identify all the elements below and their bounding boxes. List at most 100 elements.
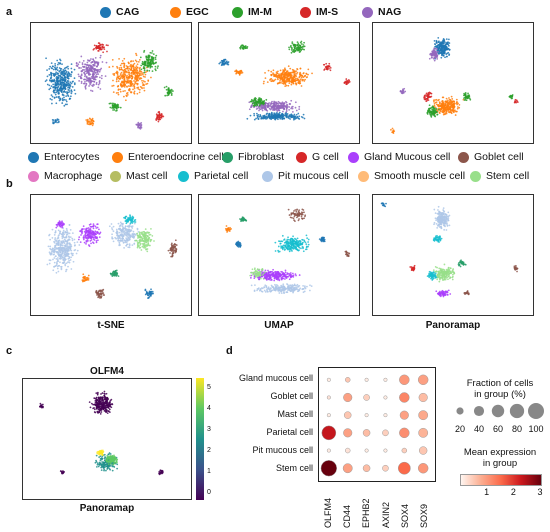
- dotplot-dot: [364, 413, 369, 418]
- dotplot-col-label: OLFM4: [323, 497, 333, 528]
- dotplot-dot: [382, 464, 389, 472]
- legend-b-label: Stem cell: [486, 170, 530, 182]
- dotplot-row-label: Gland mucous cell: [238, 373, 313, 383]
- legend-dot-icon: [28, 151, 39, 163]
- legend-dot-icon: [458, 151, 469, 163]
- legend-dot-icon: [28, 170, 39, 182]
- legend-b-label: Macrophage: [44, 170, 103, 182]
- legend-dot-icon: [470, 170, 481, 182]
- dotplot-dot: [418, 392, 428, 403]
- dotplot-dot: [382, 429, 389, 437]
- dotplot-dot: [326, 395, 331, 400]
- colorbar-tick: 0: [207, 489, 211, 496]
- dotplot-dot: [401, 447, 408, 454]
- legend-a-item: EGC: [170, 6, 209, 18]
- size-legend-title: Fraction of cells in group (%): [466, 378, 534, 400]
- dotplot-d: [318, 367, 436, 482]
- dotplot-dot: [326, 448, 331, 453]
- plot-c-olfm4: [22, 378, 192, 500]
- dotplot-col-label: AXIN2: [380, 501, 391, 528]
- panel-letter-d: d: [226, 345, 233, 357]
- panel-c-xlabel: Panoramap: [79, 503, 135, 514]
- legend-b-item: G cell: [296, 151, 339, 163]
- dotplot-dot: [418, 410, 429, 421]
- legend-b-label: Mast cell: [126, 170, 168, 182]
- colorbar-tick: 5: [207, 384, 211, 391]
- dotplot-dot: [326, 413, 331, 418]
- dotplot-dot: [399, 392, 410, 403]
- colorbar-tick: 4: [207, 405, 211, 412]
- dotplot-dot: [399, 410, 409, 420]
- legend-b-item: Macrophage: [28, 170, 102, 182]
- legend-b-label: G cell: [312, 151, 339, 163]
- legend-dot-icon: [100, 6, 111, 18]
- color-legend-title: Mean expression in group: [463, 447, 537, 469]
- dotplot-dot: [343, 392, 353, 403]
- legend-a-label: IM-M: [248, 6, 272, 18]
- dotplot-dot: [343, 411, 352, 419]
- dotplot-col-label: EPHB2: [361, 498, 372, 528]
- legend-b-item: Fibroblast: [222, 151, 284, 163]
- dotplot-dot: [343, 428, 353, 438]
- color-legend-bar: [460, 474, 542, 486]
- legend-a-item: CAG: [100, 6, 139, 18]
- dotplot-dot: [344, 377, 351, 383]
- dotplot-dot: [383, 377, 388, 382]
- dotplot-row-label: Goblet cell: [270, 391, 313, 401]
- dotplot-dot: [364, 377, 369, 382]
- dotplot-row-label: Stem cell: [275, 463, 313, 473]
- colorbar-c: [196, 378, 204, 500]
- legend-a-label: CAG: [116, 6, 140, 18]
- plot-a-tsne: [30, 22, 192, 144]
- legend-dot-icon: [362, 6, 373, 18]
- size-legend-dot: [509, 403, 525, 419]
- legend-a-label: NAG: [378, 6, 402, 18]
- dotplot-dot: [344, 447, 351, 454]
- legend-dot-icon: [348, 151, 359, 163]
- dotplot-dot: [362, 429, 371, 437]
- dotplot-dot: [417, 463, 429, 474]
- legend-a-item: IM-S: [300, 6, 338, 18]
- colorbar-tick: 3: [207, 426, 211, 433]
- legend-b-item: Enterocytes: [28, 151, 99, 163]
- panel-letter-a: a: [6, 6, 13, 18]
- legend-dot-icon: [296, 151, 307, 163]
- size-legend-tick: 100: [528, 424, 544, 434]
- colorbar-tick: 2: [207, 447, 211, 454]
- size-legend-dots: [456, 403, 544, 419]
- size-legend-dot: [473, 405, 485, 417]
- legend-b-label: Enteroendocrine cell: [128, 151, 224, 163]
- legend-b-label: Fibroblast: [238, 151, 285, 163]
- size-legend-tick: 20: [454, 424, 465, 434]
- dotplot-dot: [326, 377, 331, 382]
- dotplot-dot: [383, 448, 388, 453]
- dotplot-dot: [342, 463, 353, 474]
- plot-a-panoramap: [372, 22, 534, 144]
- legend-a-label: EGC: [186, 6, 209, 18]
- method-label-panoramap: Panoramap: [425, 320, 481, 331]
- color-legend-tick: 1: [484, 487, 490, 497]
- legend-b-label: Parietal cell: [194, 170, 249, 182]
- plot-b-panoramap: [372, 194, 534, 316]
- legend-dot-icon: [232, 6, 243, 18]
- dotplot-dot: [399, 427, 410, 439]
- size-legend-dot: [491, 404, 505, 418]
- dotplot-col-label: SOX9: [419, 503, 429, 528]
- legend-dot-icon: [358, 170, 369, 182]
- dotplot-dot: [362, 464, 371, 472]
- legend-b-label: Gland Mucous cell: [364, 151, 451, 163]
- dotplot-dot: [418, 427, 429, 438]
- dotplot-dot: [383, 413, 388, 418]
- dotplot-dot: [320, 460, 337, 477]
- dotplot-dot: [419, 446, 428, 455]
- legend-b-item: Enteroendocrine cell: [112, 151, 224, 163]
- dotplot-dot: [417, 374, 429, 386]
- legend-b-item: Parietal cell: [178, 170, 248, 182]
- dotplot-dot: [364, 448, 369, 453]
- size-legend-dot: [528, 403, 544, 419]
- legend-b-item: Pit mucous cell: [262, 170, 349, 182]
- legend-dot-icon: [110, 170, 121, 182]
- legend-dot-icon: [178, 170, 189, 182]
- legend-dot-icon: [262, 170, 273, 182]
- legend-b-item: Mast cell: [110, 170, 167, 182]
